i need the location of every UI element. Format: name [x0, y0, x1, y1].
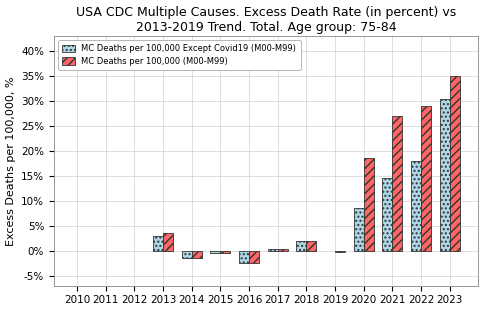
Bar: [249, 251, 259, 263]
Bar: [268, 249, 278, 251]
Bar: [450, 76, 460, 251]
Bar: [411, 161, 421, 251]
Bar: [421, 106, 431, 251]
Bar: [220, 251, 230, 253]
Title: USA CDC Multiple Causes. Excess Death Rate (in percent) vs
2013-2019 Trend. Tota: USA CDC Multiple Causes. Excess Death Ra…: [76, 6, 456, 34]
Bar: [210, 251, 220, 253]
Bar: [192, 251, 202, 258]
Bar: [306, 241, 317, 251]
Bar: [363, 158, 374, 251]
Bar: [153, 236, 163, 251]
Bar: [393, 116, 402, 251]
Bar: [239, 251, 249, 263]
Bar: [278, 249, 287, 251]
Bar: [440, 99, 450, 251]
Bar: [163, 233, 173, 251]
Legend: MC Deaths per 100,000 Except Covid19 (M00-M99), MC Deaths per 100,000 (M00-M99): MC Deaths per 100,000 Except Covid19 (M0…: [58, 40, 301, 70]
Bar: [296, 241, 306, 251]
Bar: [382, 179, 393, 251]
Bar: [335, 251, 345, 252]
Bar: [182, 251, 192, 258]
Bar: [354, 208, 363, 251]
Y-axis label: Excess Deaths per 100,000, %: Excess Deaths per 100,000, %: [5, 76, 15, 246]
